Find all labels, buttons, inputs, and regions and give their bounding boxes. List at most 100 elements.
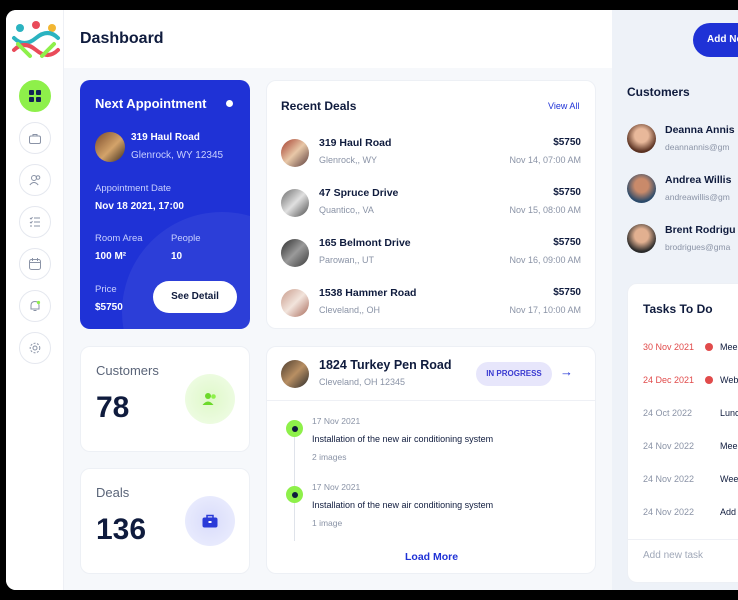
app-window: Dashboard Add Ne Next Appointment 319 Ha… (6, 10, 738, 590)
price-label: Price (95, 284, 117, 295)
deal-thumbnail (281, 239, 309, 267)
task-text: Mee (720, 441, 738, 451)
users-icon (185, 374, 235, 424)
deal-name: 47 Spruce Drive (319, 187, 399, 199)
bell-icon (30, 300, 41, 311)
room-area-label: Room Area (95, 233, 143, 244)
customer-row[interactable]: Brent Rodrigu brodrigues@gma (627, 224, 738, 258)
customers-panel-title: Customers (627, 85, 690, 99)
deal-price: $5750 (553, 137, 581, 148)
customer-name: Brent Rodrigu (665, 224, 736, 236)
customer-row[interactable]: Deanna Annis deannannis@gm (627, 124, 738, 158)
deals-stat-value: 136 (96, 513, 147, 546)
arrow-right-icon[interactable]: → (560, 364, 573, 379)
appointment-date-value: Nov 18 2021, 17:00 (95, 201, 184, 212)
deals-stat-label: Deals (96, 485, 130, 500)
sidebar-item-tasks[interactable] (19, 206, 51, 238)
deal-name: 1538 Hammer Road (319, 287, 417, 299)
customer-email: andreawillis@gm (665, 192, 730, 202)
avatar (627, 224, 656, 253)
sidebar-item-deals[interactable] (19, 122, 51, 154)
customer-row[interactable]: Andrea Willis andreawillis@gm (627, 174, 738, 208)
calendar-icon (29, 258, 41, 270)
deal-progress-city: Cleveland, OH 12345 (319, 377, 406, 387)
add-task-input[interactable]: Add new task (643, 550, 704, 561)
deal-row[interactable]: 1538 Hammer Road Cleveland,, OH $5750 No… (281, 281, 581, 321)
page-title: Dashboard (80, 30, 164, 47)
sidebar-item-notifications[interactable] (19, 290, 51, 322)
task-date: 24 Nov 2022 (643, 507, 695, 517)
top-bar: Dashboard Add Ne (64, 10, 738, 68)
task-text: Web (720, 375, 738, 385)
timeline-text: Installation of the new air conditioning… (312, 500, 494, 510)
deal-price: $5750 (553, 237, 581, 248)
recent-deals-title: Recent Deals (281, 99, 357, 113)
grid-icon (29, 90, 41, 102)
deal-city: Quantico,, VA (319, 205, 374, 215)
timeline-attachments[interactable]: 1 image (312, 518, 343, 528)
task-date: 24 Nov 2022 (643, 474, 695, 484)
customers-stat-label: Customers (96, 363, 159, 378)
customer-name: Deanna Annis (665, 124, 735, 136)
price-value: $5750 (95, 302, 123, 313)
avatar (627, 174, 656, 203)
more-options-dot[interactable] (226, 100, 233, 107)
status-badge: IN PROGRESS (476, 362, 552, 386)
customer-name: Andrea Willis (665, 174, 732, 186)
deal-progress-card: 1824 Turkey Pen Road Cleveland, OH 12345… (266, 346, 596, 574)
briefcase-icon (29, 133, 41, 144)
customers-stat-card[interactable]: Customers 78 (80, 346, 250, 452)
avatar (627, 124, 656, 153)
deal-price: $5750 (553, 187, 581, 198)
appointment-address: 319 Haul Road (131, 132, 200, 143)
customer-email: brodrigues@gma (665, 242, 731, 252)
task-text: Mee (720, 342, 738, 352)
load-more-button[interactable]: Load More (405, 551, 459, 563)
right-panel: Customers Deanna Annis deannannis@gm And… (612, 68, 738, 590)
timeline-line (294, 429, 295, 541)
see-detail-button[interactable]: See Detail (153, 281, 237, 313)
deal-price: $5750 (553, 287, 581, 298)
timeline-attachments[interactable]: 2 images (312, 452, 347, 462)
deal-date: Nov 16, 09:00 AM (509, 255, 581, 265)
task-text: Wee (720, 474, 738, 484)
view-all-link[interactable]: View All (548, 101, 580, 111)
timeline-date: 17 Nov 2021 (312, 416, 361, 426)
deal-city: Cleveland,, OH (319, 305, 381, 315)
sidebar (6, 10, 64, 590)
customer-email: deannannis@gm (665, 142, 730, 152)
deal-city: Glenrock,, WY (319, 155, 378, 165)
sidebar-item-dashboard[interactable] (19, 80, 51, 112)
appointment-date-label: Appointment Date (95, 183, 172, 194)
divider (267, 400, 595, 401)
users-icon (29, 175, 41, 186)
deal-date: Nov 14, 07:00 AM (509, 155, 581, 165)
gear-icon (29, 342, 41, 354)
people-value: 10 (171, 251, 183, 262)
deal-thumbnail (281, 139, 309, 167)
property-thumbnail (95, 132, 125, 162)
sidebar-item-customers[interactable] (19, 164, 51, 196)
appointment-title: Next Appointment (95, 96, 207, 111)
deal-date: Nov 17, 10:00 AM (509, 305, 581, 315)
divider (628, 539, 738, 540)
recent-deals-card: Recent Deals View All 319 Haul Road Glen… (266, 80, 596, 329)
task-date: 30 Nov 2021 (643, 342, 695, 352)
deals-stat-card[interactable]: Deals 136 (80, 468, 250, 574)
deal-row[interactable]: 165 Belmont Drive Parowan,, UT $5750 Nov… (281, 231, 581, 271)
deal-date: Nov 15, 08:00 AM (509, 205, 581, 215)
deal-city: Parowan,, UT (319, 255, 375, 265)
sidebar-item-calendar[interactable] (19, 248, 51, 280)
tasks-card: Tasks To Do 30 Nov 2021 Mee 24 Dec 2021 … (627, 283, 738, 583)
deal-row[interactable]: 47 Spruce Drive Quantico,, VA $5750 Nov … (281, 181, 581, 221)
appointment-city: Glenrock, WY 12345 (131, 150, 224, 161)
sidebar-item-settings[interactable] (19, 332, 51, 364)
briefcase-icon (185, 496, 235, 546)
task-date: 24 Oct 2022 (643, 408, 693, 418)
tasks-title: Tasks To Do (643, 302, 713, 316)
deal-progress-name: 1824 Turkey Pen Road (319, 358, 452, 372)
room-area-value: 100 M² (95, 251, 127, 262)
add-new-button[interactable]: Add Ne (693, 23, 738, 57)
deal-row[interactable]: 319 Haul Road Glenrock,, WY $5750 Nov 14… (281, 131, 581, 171)
timeline-dot (286, 420, 303, 437)
